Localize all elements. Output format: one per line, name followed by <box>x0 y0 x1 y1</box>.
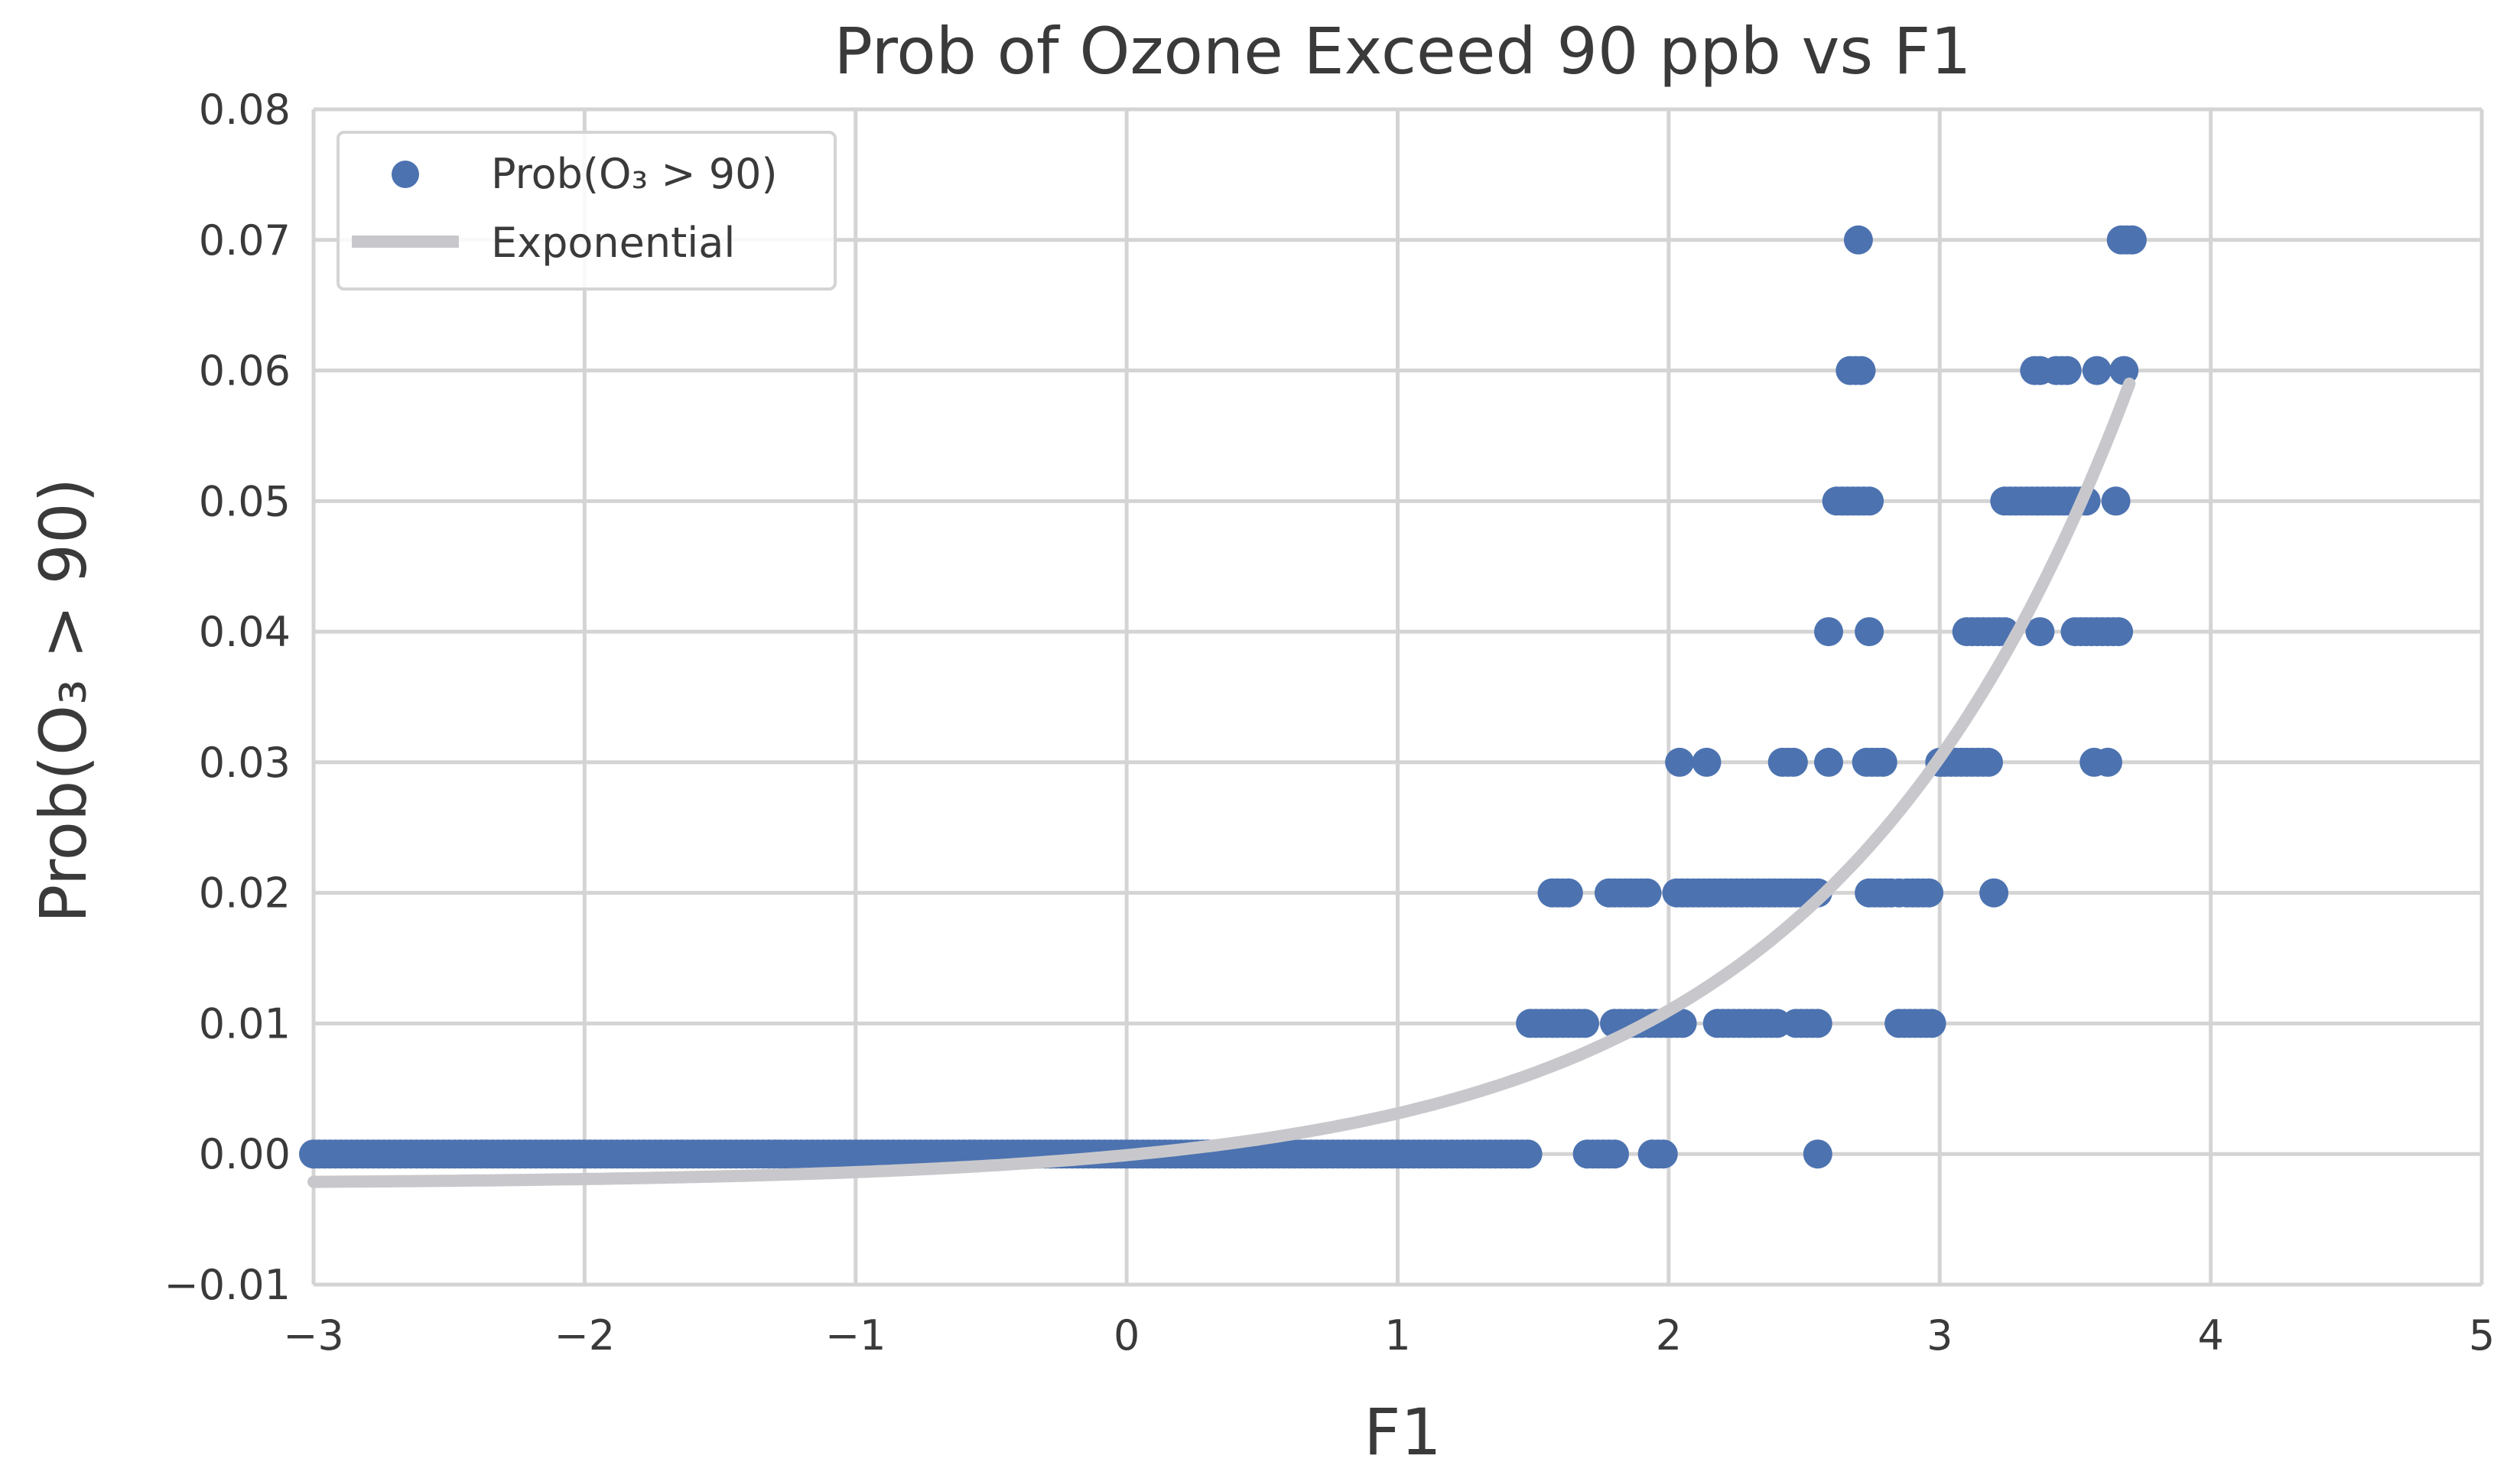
data-point <box>1665 747 1695 777</box>
data-point <box>1513 1139 1543 1169</box>
data-point <box>1648 1139 1678 1169</box>
y-tick-label: 0.06 <box>199 347 291 395</box>
data-point <box>1553 878 1583 908</box>
data-point <box>1855 486 1884 516</box>
legend-label-line: Exponential <box>491 219 735 267</box>
y-axis-ticks: −0.01 0.00 0.01 0.02 0.03 0.04 0.05 0.06 0.07 0.0… <box>164 86 291 1309</box>
data-point <box>2117 225 2147 255</box>
data-point <box>2093 747 2122 777</box>
data-point <box>1855 617 1884 647</box>
data-point <box>1803 1139 1832 1169</box>
data-point <box>1884 878 1914 908</box>
x-axis-label: F1 <box>1364 1395 1442 1470</box>
data-point <box>1778 747 1808 777</box>
data-point <box>1843 225 1873 255</box>
exponential-fit-line <box>307 377 2136 1188</box>
y-tick-label: 0.01 <box>199 999 291 1048</box>
fit-line-layer <box>307 377 2136 1188</box>
x-tick-label: 0 <box>1114 1311 1140 1360</box>
legend-scatter-marker <box>392 161 419 188</box>
x-tick-label: 2 <box>1656 1311 1682 1360</box>
data-point <box>1814 747 1843 777</box>
data-point <box>2104 617 2134 647</box>
legend: Prob(O₃ > 90) Exponential <box>337 131 837 291</box>
data-point <box>2052 356 2082 385</box>
data-point <box>1632 878 1662 908</box>
chart-title: Prob of Ozone Exceed 90 ppb vs F1 <box>834 14 1971 89</box>
y-tick-label: 0.02 <box>199 869 291 918</box>
data-point <box>1600 1139 1629 1169</box>
legend-box <box>337 131 837 291</box>
x-tick-label: 4 <box>2197 1311 2223 1360</box>
data-point <box>1846 356 1876 385</box>
data-point <box>1570 1009 1599 1038</box>
grid <box>311 107 2484 1287</box>
y-tick-label: 0.08 <box>199 86 291 134</box>
x-tick-label: −2 <box>554 1311 616 1360</box>
data-point <box>2101 486 2131 516</box>
data-point <box>1914 878 1944 908</box>
y-tick-label: 0.00 <box>199 1130 291 1178</box>
data-point <box>1803 1009 1832 1038</box>
data-point <box>2109 356 2139 385</box>
y-tick-label: 0.05 <box>199 477 291 525</box>
x-axis-ticks: −3 −2 −1 0 1 2 3 4 5 <box>283 1311 2495 1360</box>
data-point <box>1979 878 2009 908</box>
legend-label-scatter: Prob(O₃ > 90) <box>491 150 778 198</box>
y-axis-label: Prob(O₃ > 90) <box>26 478 101 924</box>
data-point <box>1868 747 1897 777</box>
y-tick-label: −0.01 <box>164 1261 291 1309</box>
data-point <box>1917 1009 1946 1038</box>
x-tick-label: 3 <box>1927 1311 1953 1360</box>
y-tick-label: 0.04 <box>199 608 291 656</box>
y-tick-label: 0.07 <box>199 216 291 265</box>
data-point <box>1692 747 1722 777</box>
data-point <box>1974 747 2003 777</box>
x-tick-label: 5 <box>2469 1311 2495 1360</box>
x-tick-label: −1 <box>825 1311 886 1360</box>
x-tick-label: −3 <box>283 1311 344 1360</box>
data-point <box>2082 356 2112 385</box>
y-tick-label: 0.03 <box>199 739 291 787</box>
scatter-points <box>299 225 2147 1169</box>
data-point <box>2025 617 2055 647</box>
data-point <box>1667 1009 1697 1038</box>
data-point <box>1814 617 1843 647</box>
x-tick-label: 1 <box>1384 1311 1410 1360</box>
